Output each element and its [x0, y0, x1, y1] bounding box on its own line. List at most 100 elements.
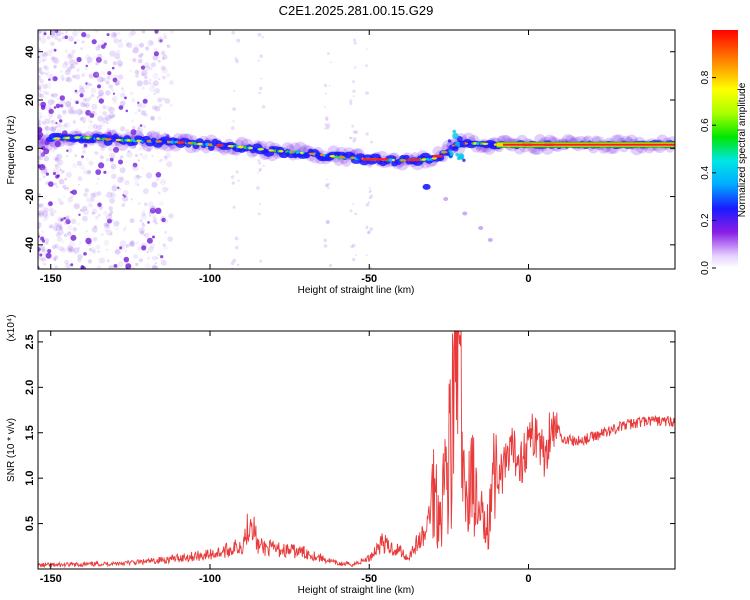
noise-speck: [161, 217, 166, 223]
noise-speck: [39, 116, 43, 119]
noise-speck: [108, 146, 114, 152]
noise-speck: [95, 46, 101, 51]
noise-speck: [57, 197, 62, 202]
track-peak: [53, 137, 61, 140]
secondary-track-point: [462, 211, 468, 216]
spectrogram-ticks: -150 -100 -50 0 -40 -20 0 20 40: [24, 30, 675, 285]
noise-speck: [150, 62, 156, 68]
noise-speck: [57, 159, 64, 166]
disturbance-blob: [449, 151, 454, 157]
secondary-track-point: [422, 183, 431, 190]
noise-speck: [152, 235, 155, 239]
secondary-track-point: [478, 226, 484, 230]
streak-speck: [370, 140, 373, 144]
streak-speck: [328, 183, 331, 185]
colorbar-label: Normalized spectral amplitude: [737, 82, 748, 217]
noise-speck: [129, 69, 133, 73]
noise-speck: [108, 212, 112, 217]
noise-speck: [154, 30, 159, 34]
noise-speck: [141, 212, 146, 217]
noise-speck: [70, 218, 77, 224]
noise-speck: [80, 47, 83, 50]
noise-speck: [86, 56, 93, 63]
noise-speck: [123, 228, 126, 232]
noise-speck: [89, 113, 95, 118]
noise-speck: [95, 61, 99, 66]
streak-speck: [325, 220, 330, 225]
noise-speck: [158, 103, 163, 108]
track-peak: [279, 150, 284, 153]
noise-speck: [137, 52, 143, 58]
noise-speck: [160, 179, 167, 186]
noise-speck: [81, 31, 87, 38]
noise-speck: [91, 94, 94, 97]
noise-speck: [82, 86, 85, 90]
colorbar-tick-label: 0.2: [700, 213, 711, 227]
noise-speck: [64, 100, 72, 108]
streak-speck: [354, 130, 359, 134]
noise-speck: [141, 223, 146, 228]
noise-speck: [41, 250, 47, 256]
noise-speck: [72, 120, 77, 124]
noise-speck: [154, 262, 157, 265]
streak-speck: [257, 159, 261, 162]
streak-speck: [259, 54, 264, 58]
noise-speck: [98, 257, 105, 264]
noise-speck: [113, 264, 118, 268]
track-halo: [38, 133, 48, 148]
track-peak: [155, 140, 163, 143]
streak-speck: [324, 127, 327, 130]
track-peak: [197, 142, 203, 146]
noise-speck: [97, 89, 104, 97]
noise-speck: [64, 49, 68, 53]
noise-speck: [62, 240, 65, 243]
noise-speck: [97, 84, 101, 89]
noise-speck: [81, 72, 86, 77]
noise-speck: [91, 39, 97, 45]
track-peak: [126, 139, 131, 142]
spectrogram-frame: [37, 29, 676, 270]
noise-speck: [44, 238, 50, 243]
noise-speck: [55, 157, 59, 161]
noise-speck: [50, 120, 56, 125]
noise-speck: [79, 85, 83, 90]
noise-speck: [92, 124, 98, 129]
noise-speck: [85, 157, 89, 161]
noise-speck: [66, 104, 71, 109]
noise-speck: [83, 169, 89, 175]
noise-speck: [59, 95, 65, 101]
noise-speck: [43, 168, 49, 174]
noise-speck: [120, 100, 126, 107]
noise-speck: [63, 195, 66, 198]
noise-speck: [62, 184, 67, 189]
noise-speck: [148, 201, 154, 208]
noise-speck: [95, 169, 102, 176]
noise-speck: [111, 95, 118, 102]
noise-speck: [162, 97, 166, 101]
noise-speck: [87, 259, 93, 264]
noise-speck: [99, 155, 104, 160]
noise-speck: [108, 106, 115, 114]
noise-speck: [132, 47, 139, 54]
noise-speck: [85, 82, 88, 85]
noise-speck: [97, 177, 100, 181]
noise-speck: [87, 124, 94, 130]
noise-speck: [137, 246, 142, 251]
snr-y-tick-label: 2.0: [24, 380, 36, 395]
disturbance-blob: [459, 141, 465, 147]
noise-speck: [169, 30, 175, 34]
streak-speck: [365, 225, 369, 228]
noise-speck: [120, 126, 126, 132]
noise-speck: [115, 81, 120, 86]
noise-speck: [103, 239, 110, 246]
noise-speck: [40, 37, 47, 44]
snr-panel: -150 -100 -50 0 0.5 1.0 1.5 2.0 2.5 Height of st…: [6, 314, 676, 596]
noise-speck: [102, 111, 107, 116]
noise-speck: [102, 105, 107, 110]
noise-speck: [162, 245, 168, 251]
streak-speck: [324, 116, 329, 120]
noise-speck: [74, 74, 81, 80]
noise-speck: [131, 98, 136, 103]
noise-speck: [94, 225, 97, 229]
noise-speck: [129, 91, 134, 96]
